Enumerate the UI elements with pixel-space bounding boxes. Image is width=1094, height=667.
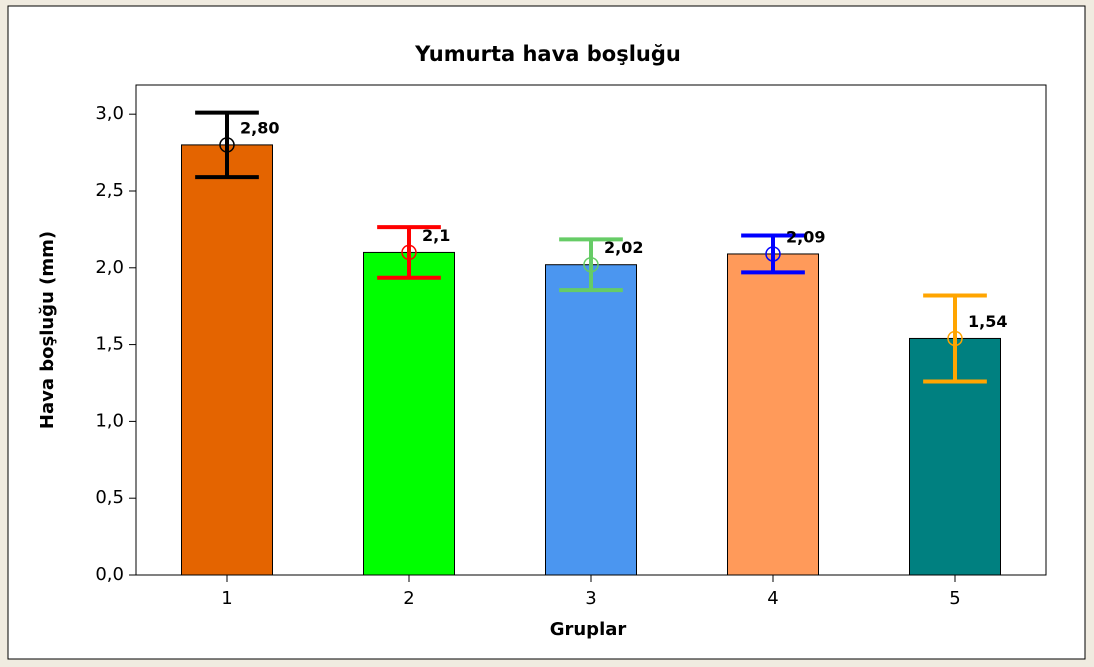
y-axis-label: Hava boşluğu (mm)	[37, 231, 58, 429]
x-tick-label: 5	[949, 588, 960, 609]
mean-marker	[947, 330, 963, 347]
mean-marker	[401, 244, 417, 261]
value-label: 2,1	[422, 226, 450, 245]
value-label: 2,80	[240, 118, 279, 137]
bar	[727, 253, 819, 576]
bar	[545, 264, 637, 576]
y-tick-label: 1,5	[95, 334, 124, 355]
chart-title: Yumurta hava boşluğu	[414, 42, 681, 66]
x-tick-label: 2	[403, 588, 414, 609]
y-tick-label: 0,5	[95, 487, 124, 508]
mean-marker	[583, 256, 599, 273]
y-tick-label: 1,0	[95, 410, 124, 431]
y-tick-label: 2,0	[95, 257, 124, 278]
value-label: 2,09	[786, 227, 825, 246]
y-tick-label: 2,5	[95, 180, 124, 201]
bar	[363, 251, 455, 576]
value-label: 1,54	[968, 312, 1007, 331]
value-label: 2,02	[604, 238, 643, 257]
x-tick-label: 1	[221, 588, 232, 609]
bar	[181, 144, 273, 576]
mean-marker	[765, 246, 781, 262]
y-tick-label: 3,0	[95, 103, 124, 124]
y-tick-label: 0,0	[95, 564, 124, 585]
x-tick-label: 4	[767, 588, 778, 609]
mean-marker	[219, 137, 235, 153]
x-axis-label: Gruplar	[550, 619, 627, 640]
x-tick-label: 3	[585, 588, 596, 609]
